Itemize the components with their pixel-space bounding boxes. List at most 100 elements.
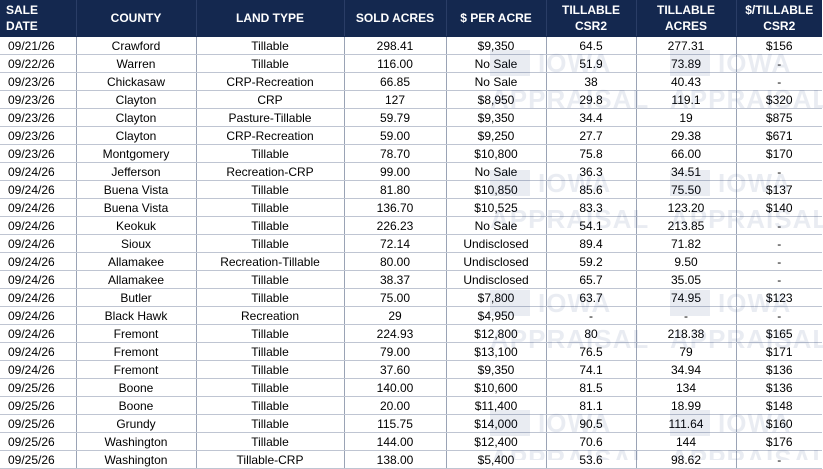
cell-price-per-tillable-csr2: - [736, 216, 822, 235]
header-tillable-csr2: TILLABLE CSR2 [546, 0, 637, 37]
cell-land-type: Tillable [196, 54, 345, 73]
cell-tillable-csr2: 27.7 [546, 126, 637, 145]
header-sold-acres: SOLD ACRES [344, 0, 447, 37]
cell-land-type: Tillable [196, 324, 345, 343]
cell-sale-date: 09/24/26 [0, 216, 77, 235]
table-row: 09/24/26 Buena Vista Tillable 136.70 $10,525… [0, 198, 822, 217]
cell-sale-date: 09/25/26 [0, 396, 77, 415]
cell-land-type: Tillable [196, 216, 345, 235]
cell-sold-acres: 75.00 [344, 288, 447, 307]
cell-county: Boone [76, 378, 197, 397]
cell-tillable-acres: 144 [636, 432, 737, 451]
cell-price-per-tillable-csr2: $671 [736, 126, 822, 145]
cell-tillable-acres: 34.94 [636, 360, 737, 379]
cell-tillable-acres: 79 [636, 342, 737, 361]
cell-land-type: Tillable [196, 342, 345, 361]
cell-price-per-tillable-csr2: $171 [736, 342, 822, 361]
cell-price-per-acre: $12,800 [446, 324, 547, 343]
cell-tillable-csr2: 83.3 [546, 198, 637, 217]
cell-price-per-acre: $4,950 [446, 306, 547, 325]
cell-sold-acres: 116.00 [344, 54, 447, 73]
cell-county: Fremont [76, 342, 197, 361]
header-row: SALE DATE COUNTY LAND TYPE SOLD ACRES $ PER … [0, 0, 822, 37]
cell-tillable-acres: 277.31 [636, 36, 737, 55]
cell-price-per-acre: $9,350 [446, 36, 547, 55]
cell-sale-date: 09/24/26 [0, 342, 77, 361]
cell-tillable-csr2: 76.5 [546, 342, 637, 361]
cell-tillable-acres: 34.51 [636, 162, 737, 181]
cell-sold-acres: 81.80 [344, 180, 447, 199]
cell-tillable-acres: 9.50 [636, 252, 737, 271]
cell-county: Clayton [76, 90, 197, 109]
cell-county: Buena Vista [76, 180, 197, 199]
cell-sold-acres: 136.70 [344, 198, 447, 217]
header-price-per-tillable-csr2: $/TILLABLE CSR2 [736, 0, 822, 37]
cell-sale-date: 09/23/26 [0, 126, 77, 145]
cell-county: Grundy [76, 414, 197, 433]
cell-price-per-tillable-csr2: $170 [736, 144, 822, 163]
cell-price-per-tillable-csr2: $136 [736, 360, 822, 379]
cell-sale-date: 09/24/26 [0, 180, 77, 199]
header-land-type: LAND TYPE [196, 0, 345, 37]
cell-land-type: CRP-Recreation [196, 126, 345, 145]
cell-sold-acres: 66.85 [344, 72, 447, 91]
cell-sold-acres: 59.00 [344, 126, 447, 145]
cell-tillable-acres: 123.20 [636, 198, 737, 217]
cell-sold-acres: 127 [344, 90, 447, 109]
cell-land-type: Tillable [196, 198, 345, 217]
cell-county: Allamakee [76, 252, 197, 271]
cell-price-per-acre: No Sale [446, 54, 547, 73]
cell-land-type: Tillable [196, 396, 345, 415]
cell-tillable-acres: 75.50 [636, 180, 737, 199]
cell-price-per-acre: $10,525 [446, 198, 547, 217]
cell-sale-date: 09/25/26 [0, 450, 77, 469]
cell-sold-acres: 37.60 [344, 360, 447, 379]
cell-county: Washington [76, 432, 197, 451]
cell-tillable-acres: 19 [636, 108, 737, 127]
cell-tillable-acres: 134 [636, 378, 737, 397]
cell-sale-date: 09/25/26 [0, 378, 77, 397]
cell-tillable-csr2: 34.4 [546, 108, 637, 127]
cell-sold-acres: 138.00 [344, 450, 447, 469]
cell-land-type: Tillable [196, 432, 345, 451]
cell-sale-date: 09/22/26 [0, 54, 77, 73]
cell-price-per-tillable-csr2: - [736, 162, 822, 181]
cell-price-per-acre: $9,250 [446, 126, 547, 145]
table-row: 09/23/26 Clayton CRP-Recreation 59.00 $9,250… [0, 126, 822, 145]
cell-tillable-csr2: 90.5 [546, 414, 637, 433]
table-row: 09/24/26 Black Hawk Recreation 29 $4,950- - - [0, 306, 822, 325]
cell-sold-acres: 72.14 [344, 234, 447, 253]
cell-sale-date: 09/23/26 [0, 108, 77, 127]
cell-price-per-acre: Undisclosed [446, 252, 547, 271]
table-row: 09/22/26 Warren Tillable 116.00 No Sale 51.9 7… [0, 54, 822, 73]
table-row: 09/25/26 Washington Tillable-CRP 138.00 $5,4… [0, 450, 822, 469]
cell-sale-date: 09/24/26 [0, 162, 77, 181]
cell-county: Clayton [76, 126, 197, 145]
cell-county: Keokuk [76, 216, 197, 235]
cell-tillable-csr2: 63.7 [546, 288, 637, 307]
cell-sale-date: 09/25/26 [0, 432, 77, 451]
cell-price-per-tillable-csr2: - [736, 72, 822, 91]
cell-price-per-tillable-csr2: $165 [736, 324, 822, 343]
cell-tillable-acres: 18.99 [636, 396, 737, 415]
cell-tillable-acres: 29.38 [636, 126, 737, 145]
cell-land-type: Tillable [196, 414, 345, 433]
cell-sold-acres: 298.41 [344, 36, 447, 55]
cell-tillable-acres: 213.85 [636, 216, 737, 235]
cell-land-type: Tillable [196, 234, 345, 253]
table-row: 09/23/26 Chickasaw CRP-Recreation 66.85 No S… [0, 72, 822, 91]
cell-price-per-tillable-csr2: $148 [736, 396, 822, 415]
cell-tillable-acres: 35.05 [636, 270, 737, 289]
cell-land-type: CRP [196, 90, 345, 109]
cell-price-per-acre: $8,950 [446, 90, 547, 109]
cell-land-type: Pasture-Tillable [196, 108, 345, 127]
cell-sale-date: 09/24/26 [0, 252, 77, 271]
cell-county: Butler [76, 288, 197, 307]
cell-sale-date: 09/23/26 [0, 90, 77, 109]
cell-price-per-tillable-csr2: - [736, 306, 822, 325]
table-row: 09/25/26 Grundy Tillable 115.75 $14,000 90.5 1… [0, 414, 822, 433]
cell-county: Warren [76, 54, 197, 73]
cell-county: Sioux [76, 234, 197, 253]
table-row: 09/25/26 Washington Tillable 144.00 $12,400 7… [0, 432, 822, 451]
cell-land-type: Tillable [196, 378, 345, 397]
